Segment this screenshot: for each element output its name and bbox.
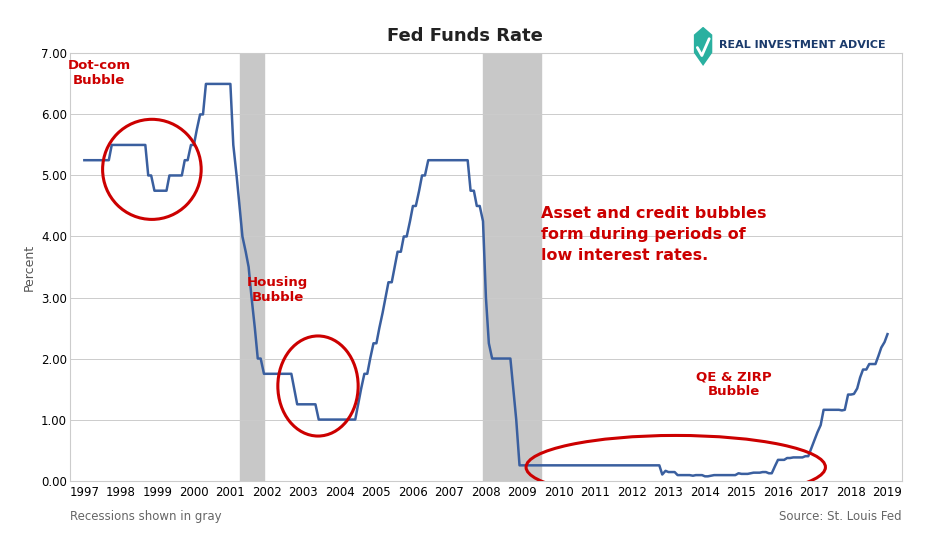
Text: QE & ZIRP
Bubble: QE & ZIRP Bubble — [697, 370, 772, 398]
Polygon shape — [694, 27, 712, 66]
Text: Source: St. Louis Fed: Source: St. Louis Fed — [779, 511, 902, 523]
Bar — [240, 53, 264, 481]
Text: Asset and credit bubbles
form during periods of
low interest rates.: Asset and credit bubbles form during per… — [540, 206, 766, 263]
Text: Dot-com
Bubble: Dot-com Bubble — [67, 59, 130, 87]
Text: Recessions shown in gray: Recessions shown in gray — [70, 511, 221, 523]
Y-axis label: Percent: Percent — [22, 244, 35, 290]
Bar — [483, 53, 540, 481]
Text: Housing
Bubble: Housing Bubble — [247, 276, 309, 304]
Text: REAL INVESTMENT ADVICE: REAL INVESTMENT ADVICE — [719, 40, 885, 50]
Text: Fed Funds Rate: Fed Funds Rate — [387, 27, 543, 45]
